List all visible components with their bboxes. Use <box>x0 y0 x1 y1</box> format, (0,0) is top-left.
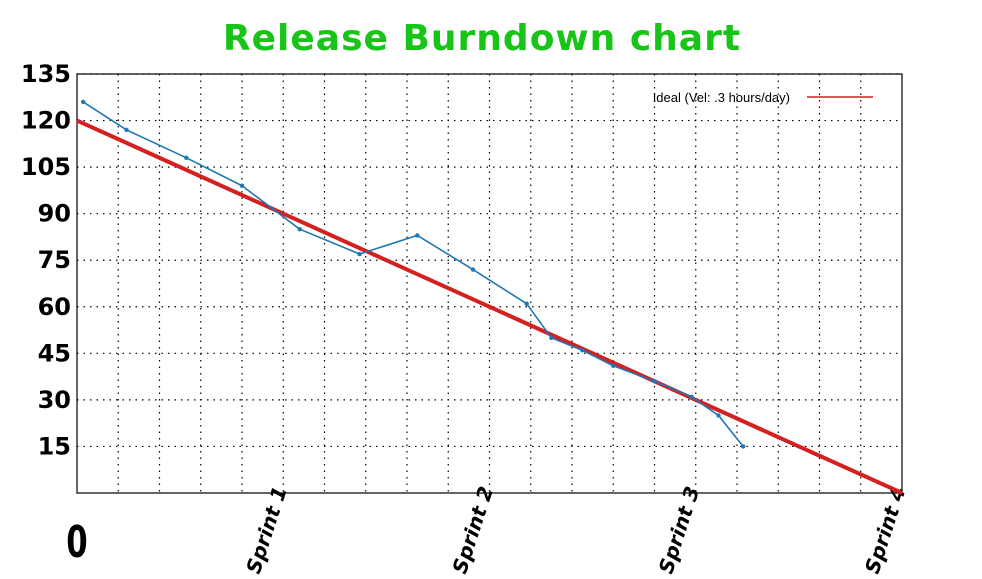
y-tick-label: 90 <box>38 200 71 228</box>
y-tick-label: 30 <box>38 386 71 414</box>
y-tick-label: 135 <box>21 60 71 88</box>
y-tick-label: 15 <box>38 432 71 460</box>
legend-label-ideal: Ideal (Vel: .3 hours/day) <box>653 90 790 105</box>
data-point <box>716 413 721 418</box>
y-tick-label: 45 <box>38 339 71 367</box>
x-tick-label: Sprint 2 <box>447 483 498 576</box>
data-point <box>611 363 616 368</box>
y-tick-label: 75 <box>38 246 71 274</box>
data-point <box>184 155 189 160</box>
y-tick-label: 105 <box>21 153 71 181</box>
data-point <box>239 183 245 188</box>
x-tick-label: Sprint 1 <box>241 483 292 576</box>
legend: Ideal (Vel: .3 hours/day) <box>653 90 873 105</box>
x-tick-label: Sprint 4 <box>860 483 911 576</box>
x-tick-label: Sprint 3 <box>654 483 705 576</box>
data-point <box>524 301 529 306</box>
x-axis-ticks: 0 Sprint 1 Sprint 2 Sprint 3 Sprint 4 <box>66 483 910 576</box>
data-point <box>297 226 302 232</box>
data-point <box>580 348 585 353</box>
y-tick-label: 120 <box>21 107 71 135</box>
data-point <box>357 251 362 257</box>
series-line-ideal <box>76 118 903 495</box>
data-point <box>740 444 746 449</box>
y-axis-ticks: 15 30 45 60 75 90 105 120 135 <box>21 60 71 460</box>
grid <box>77 73 902 493</box>
series-line-actual <box>82 101 744 447</box>
x-tick-label: 0 <box>66 516 87 567</box>
data-point <box>549 335 554 341</box>
y-tick-label: 60 <box>38 293 71 321</box>
plot-frame <box>76 73 903 494</box>
data-point <box>124 127 129 133</box>
data-point <box>652 379 657 384</box>
data-point <box>415 233 420 238</box>
data-point <box>80 99 86 105</box>
chart-title: Release Burndown chart <box>223 18 741 59</box>
data-point <box>689 394 694 399</box>
series-group <box>76 99 903 495</box>
data-point <box>470 267 476 272</box>
